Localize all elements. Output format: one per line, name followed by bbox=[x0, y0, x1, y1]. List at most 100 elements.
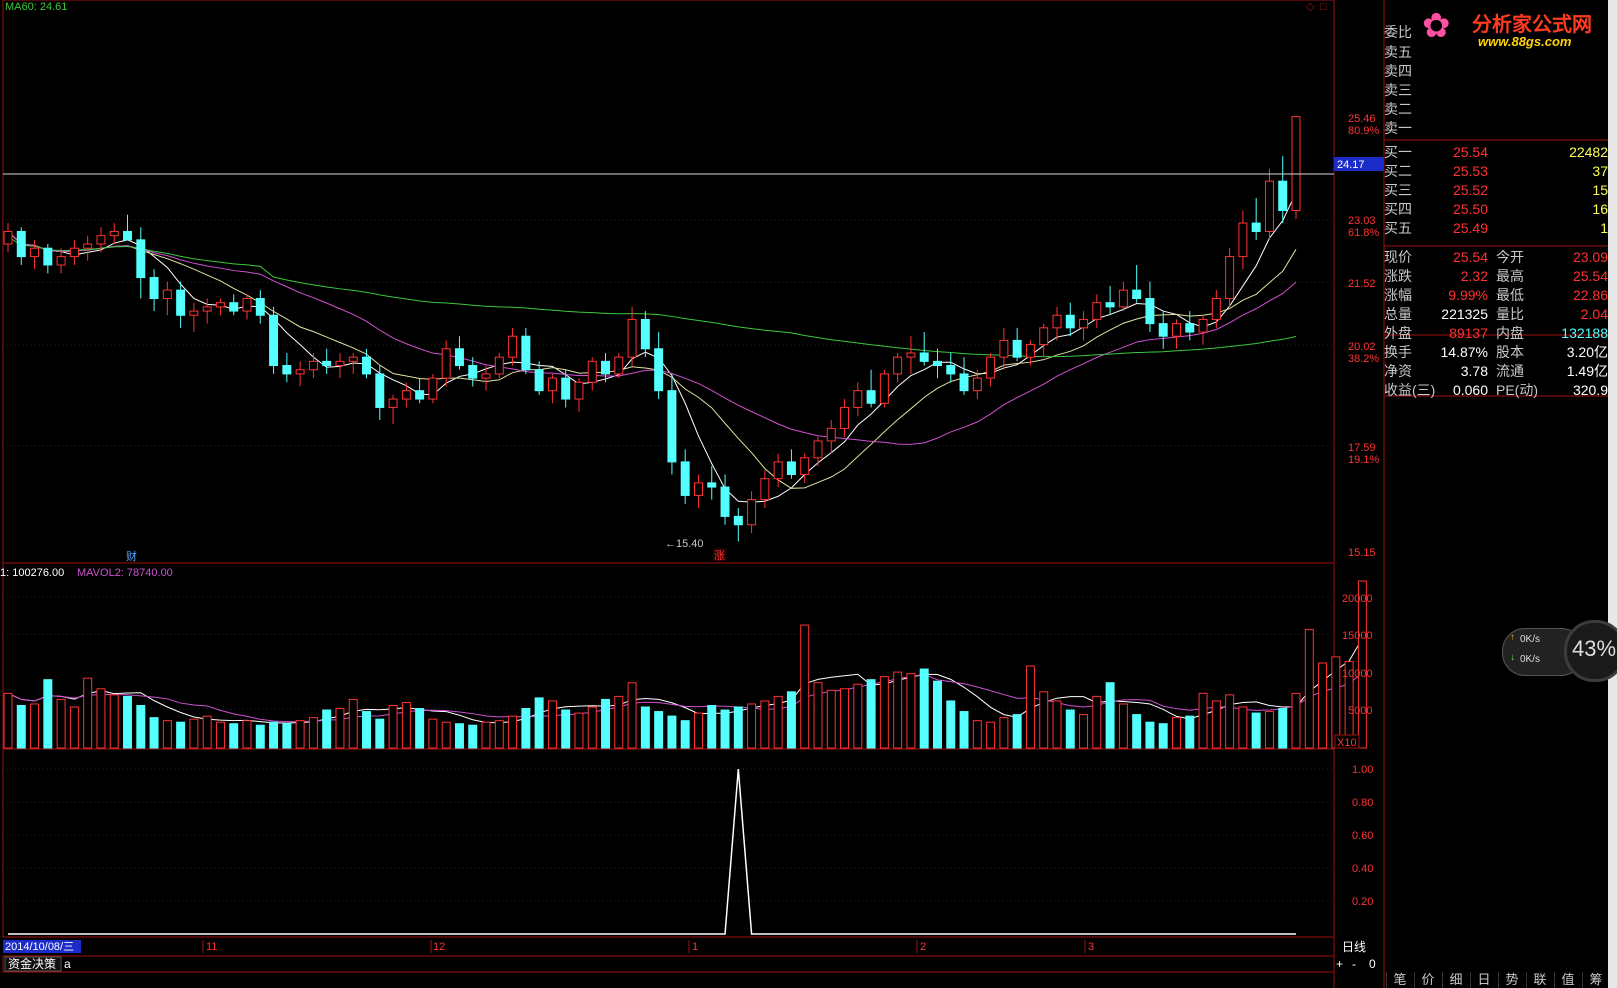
candle bbox=[3, 223, 13, 253]
quote-panel: 委比 卖五 卖四 卖三 卖二 卖一 买一 25.54 22482 买二 25.53 37… bbox=[1384, 18, 1608, 398]
candle bbox=[680, 449, 690, 504]
candle bbox=[362, 348, 371, 379]
buy-row: 买四 25.50 16 bbox=[1384, 200, 1608, 218]
candle bbox=[919, 332, 929, 366]
volume-bar bbox=[919, 668, 929, 749]
current-price-value: 24.17 bbox=[1337, 159, 1365, 171]
volume-bar bbox=[786, 691, 796, 749]
volume-bar bbox=[866, 679, 876, 749]
price-grid bbox=[3, 119, 1334, 902]
indicator-line-series bbox=[8, 768, 1296, 935]
candle bbox=[893, 352, 903, 383]
candle bbox=[468, 357, 478, 387]
buy-price: 25.54 bbox=[1452, 144, 1488, 160]
volume-bar bbox=[1211, 700, 1221, 749]
time-axis: 2014/10/08/三 11 12 1 2 3 日线 bbox=[3, 940, 1366, 954]
candle bbox=[853, 382, 863, 416]
volume-bar bbox=[83, 677, 93, 749]
sell-row: 卖二 bbox=[1384, 100, 1608, 118]
candle bbox=[1238, 210, 1248, 270]
volume-bar bbox=[614, 695, 624, 749]
volume-bar bbox=[468, 724, 478, 749]
candle bbox=[30, 239, 40, 270]
ma20-line bbox=[7, 231, 1297, 445]
candle bbox=[1118, 281, 1128, 312]
limit-up-marker-bg bbox=[713, 548, 726, 561]
time-axis-month-4: 3 bbox=[1088, 941, 1094, 953]
network-speed-widget[interactable]: ↑ ↓ 0K/s 0K/s 43% bbox=[1502, 618, 1617, 684]
chart-close-icon[interactable]: □ bbox=[1320, 1, 1327, 13]
candle bbox=[986, 352, 996, 387]
volume-bar bbox=[56, 698, 66, 749]
volume-bar bbox=[308, 717, 318, 749]
candle bbox=[43, 244, 53, 274]
indicator-tab-a[interactable]: a bbox=[64, 957, 71, 971]
candle bbox=[1278, 156, 1288, 224]
download-speed: 0K/s bbox=[1520, 654, 1541, 665]
candle bbox=[972, 369, 982, 400]
candle bbox=[720, 474, 730, 525]
stat-value-2: 1.49亿 bbox=[1566, 363, 1608, 379]
volume-bar bbox=[747, 703, 757, 749]
volume-bar bbox=[362, 711, 371, 749]
candle bbox=[176, 281, 186, 328]
candle bbox=[1012, 327, 1022, 362]
volume-bar bbox=[1172, 717, 1181, 749]
right-tab[interactable]: 价 bbox=[1414, 972, 1441, 988]
candle bbox=[840, 399, 850, 437]
zoom-reset-button[interactable]: 0 bbox=[1369, 957, 1376, 971]
right-tab[interactable]: 值 bbox=[1554, 972, 1581, 988]
candle bbox=[508, 327, 518, 366]
low-price-marker: ←15.40 bbox=[665, 538, 704, 550]
period-label: 日线 bbox=[1342, 940, 1366, 954]
sell-row: 卖五 bbox=[1384, 43, 1608, 61]
vol-label: 1: 100276.00 bbox=[0, 567, 64, 579]
stat-value: 25.54 bbox=[1452, 249, 1488, 265]
candle bbox=[255, 290, 265, 324]
volume-bar bbox=[1291, 692, 1301, 749]
stat-label: 现价 bbox=[1384, 249, 1412, 265]
volume-bar bbox=[335, 708, 345, 749]
candle bbox=[879, 369, 889, 408]
chart-restore-icon[interactable]: ◇ bbox=[1306, 1, 1315, 13]
candle bbox=[1291, 116, 1301, 219]
candle bbox=[109, 223, 119, 245]
stat-label-2: PE(动) bbox=[1496, 382, 1538, 398]
volume-bar bbox=[521, 708, 531, 749]
price-axis-1: 23.03 bbox=[1348, 215, 1376, 227]
right-tab[interactable]: 细 bbox=[1442, 972, 1469, 988]
volume-bar bbox=[1105, 682, 1115, 749]
upload-speed: 0K/s bbox=[1520, 634, 1541, 645]
volume-bar bbox=[1198, 692, 1208, 749]
finance-marker: 财 bbox=[126, 549, 137, 563]
zoom-out-button[interactable]: - bbox=[1352, 957, 1356, 971]
candle bbox=[1065, 302, 1075, 337]
buy-label: 买一 bbox=[1384, 144, 1412, 160]
stat-value: 3.78 bbox=[1460, 363, 1488, 379]
right-tab[interactable]: 势 bbox=[1498, 972, 1525, 988]
right-tab[interactable]: 筹 bbox=[1582, 972, 1609, 988]
vol-axis-3: 5000 bbox=[1348, 705, 1372, 717]
right-tab[interactable]: 笔 bbox=[1386, 972, 1413, 988]
zoom-in-button[interactable]: + bbox=[1336, 957, 1343, 971]
candle bbox=[959, 357, 969, 395]
stat-value-2: 25.54 bbox=[1572, 268, 1608, 284]
right-tab[interactable]: 日 bbox=[1470, 972, 1497, 988]
volume-bar bbox=[680, 720, 690, 749]
candle bbox=[388, 394, 398, 425]
stat-label-2: 量比 bbox=[1496, 306, 1524, 322]
candle bbox=[481, 365, 491, 391]
indicator-tab-name[interactable]: 资金决策 bbox=[8, 956, 56, 971]
volume-bar bbox=[720, 709, 730, 749]
stat-value-2: 320.9 bbox=[1572, 382, 1608, 398]
sell-2-label: 卖二 bbox=[1384, 101, 1412, 117]
buy-volume: 16 bbox=[1592, 201, 1608, 217]
stats-row: 外盘 89137 内盘 132188 bbox=[1384, 324, 1608, 342]
volume-bar bbox=[999, 717, 1009, 749]
buy-volume: 15 bbox=[1592, 182, 1608, 198]
candle bbox=[999, 327, 1009, 370]
right-tab[interactable]: 联 bbox=[1526, 972, 1553, 988]
candle bbox=[1092, 294, 1102, 328]
sell-5-label: 卖五 bbox=[1384, 44, 1412, 60]
